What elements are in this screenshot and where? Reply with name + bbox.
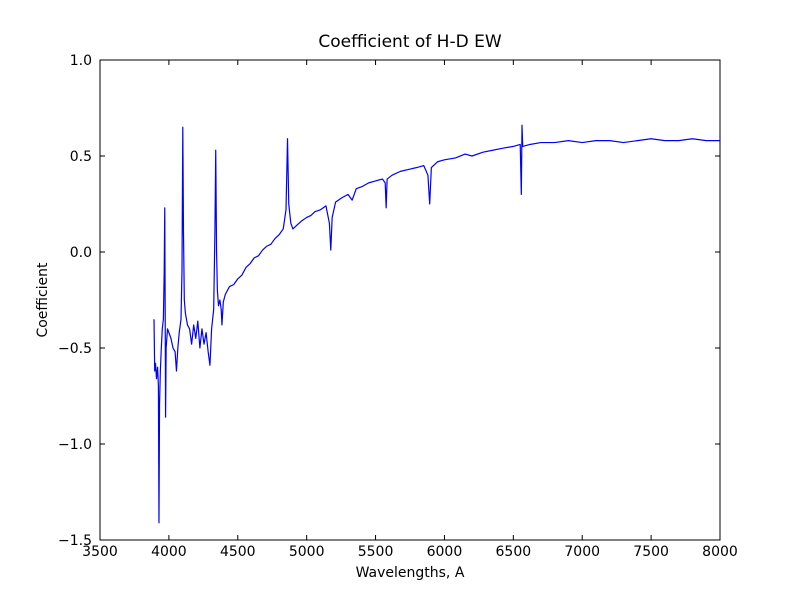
x-tick-label: 6000 (427, 544, 463, 560)
y-tick-label: 0.5 (70, 149, 92, 165)
x-tick-label: 5500 (358, 544, 394, 560)
x-tick-label: 8000 (702, 544, 738, 560)
y-axis-label: Coefficient (35, 262, 51, 338)
y-tick-label: −1.0 (58, 437, 92, 453)
plot-frame (99, 59, 721, 541)
y-tick-label: 1.0 (70, 53, 92, 69)
y-tick-label: 0.0 (70, 245, 92, 261)
x-tick-label: 4000 (151, 544, 187, 560)
x-tick-label: 7000 (564, 544, 600, 560)
y-tick-label: −0.5 (58, 341, 92, 357)
x-tick-label: 3500 (82, 544, 118, 560)
y-tick-label: −1.5 (58, 533, 92, 549)
data-line (153, 124, 720, 524)
chart-title: Coefficient of H-D EW (318, 32, 501, 52)
x-axis-label: Wavelengths, A (356, 565, 465, 581)
x-tick-label: 5000 (289, 544, 325, 560)
x-tick-label: 7500 (633, 544, 669, 560)
x-tick-label: 6500 (496, 544, 532, 560)
x-tick-label: 4500 (220, 544, 256, 560)
